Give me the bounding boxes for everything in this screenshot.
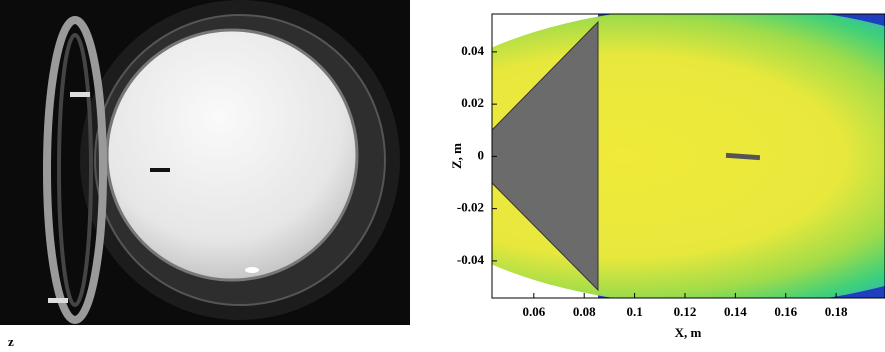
y-tick-label: 0.02 — [461, 95, 484, 110]
y-tick-label: 0 — [478, 147, 485, 162]
x-tick-label: 0.1 — [626, 304, 642, 319]
x-tick-label: 0.14 — [724, 304, 747, 319]
photo-label: z — [8, 334, 14, 349]
photo — [0, 0, 410, 325]
x-tick-label: 0.12 — [674, 304, 697, 319]
x-axis-label: X, m — [675, 325, 702, 340]
y-tick-label: -0.02 — [457, 200, 484, 215]
x-tick-label: 0.08 — [573, 304, 596, 319]
y-axis-label: Z, m — [449, 143, 464, 169]
x-tick-label: 0.18 — [825, 304, 848, 319]
y-tick-label: 0.04 — [461, 43, 484, 58]
x-tick-label: 0.06 — [522, 304, 545, 319]
x-tick-label: 0.16 — [774, 304, 797, 319]
y-tick-label: -0.04 — [457, 252, 485, 267]
figure: z X, m Z, m 0.06 0.08 0.1 0.12 0.14 0.16 0.18 0… — [0, 0, 885, 352]
page: z X, m Z, m 0.06 0.08 0.1 0.12 0.14 0.16 0.18 0… — [0, 0, 885, 352]
